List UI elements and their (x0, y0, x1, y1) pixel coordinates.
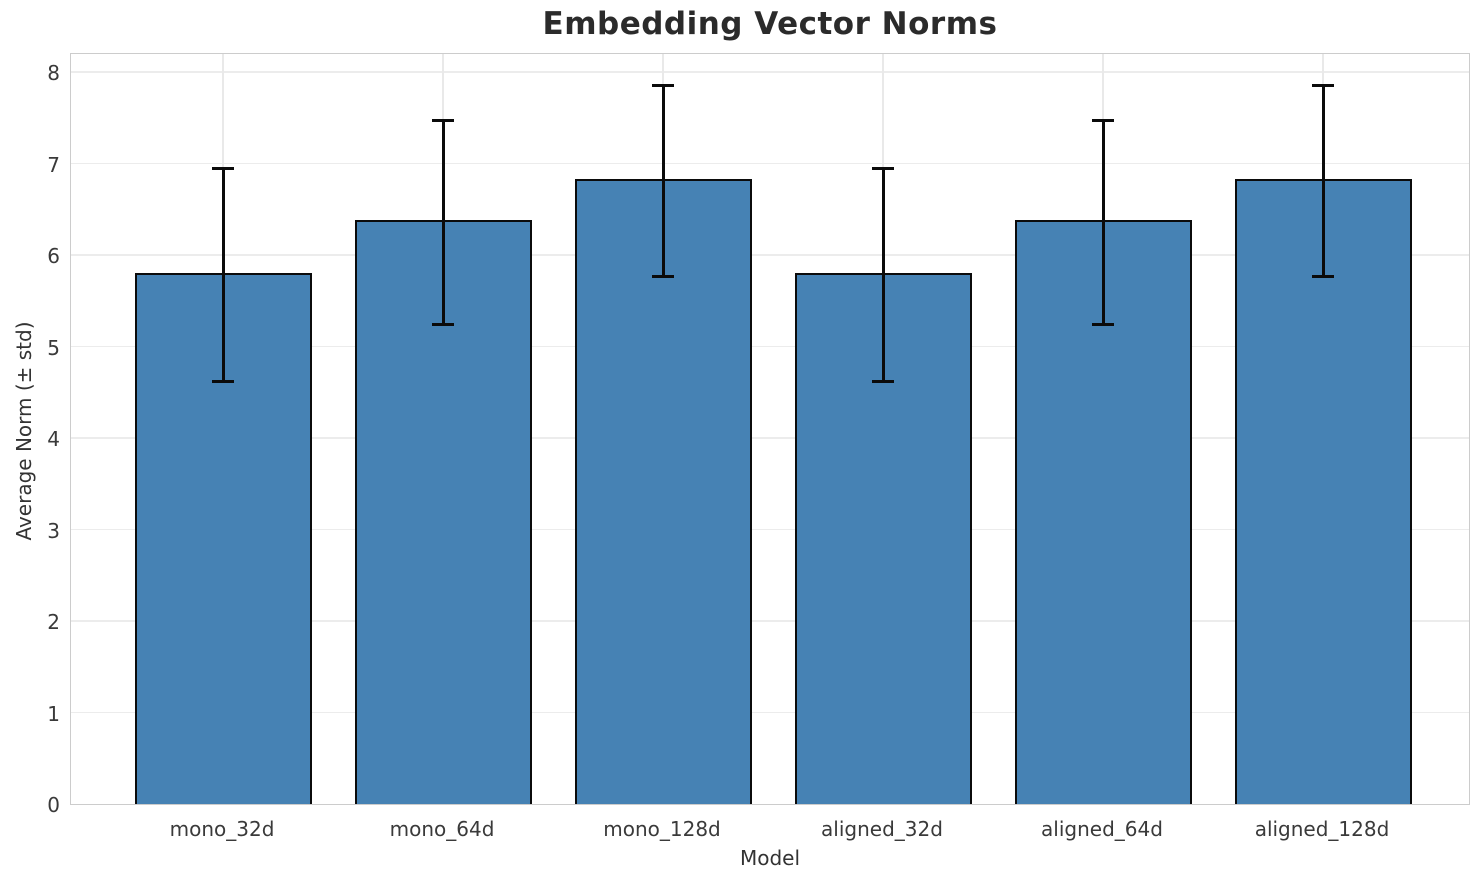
error-bar-line (1101, 118, 1105, 326)
error-bar-cap-bottom (432, 322, 454, 326)
x-tick-label-mono_128d: mono_128d (603, 817, 721, 841)
x-tick-label-aligned_32d: aligned_32d (821, 817, 943, 841)
error-bar-cap-bottom (1092, 322, 1114, 326)
x-tick-label-aligned_128d: aligned_128d (1254, 817, 1390, 841)
error-bar-cap-bottom (1312, 275, 1334, 279)
error-bar-cap-top (212, 167, 234, 171)
error-bar-cap-top (652, 84, 674, 88)
y-gridline (71, 71, 1469, 73)
y-gridline (71, 437, 1469, 439)
x-tick-label-mono_64d: mono_64d (389, 817, 495, 841)
y-tick-label: 4 (47, 427, 60, 452)
x-axis-label: Model (739, 846, 801, 870)
error-bar-line (221, 167, 225, 384)
error-bar-cap-bottom (872, 380, 894, 384)
y-tick-label: 6 (47, 244, 60, 269)
y-gridline (71, 254, 1469, 256)
y-gridline (71, 711, 1469, 714)
error-bar-cap-top (1312, 84, 1334, 88)
y-gridline (71, 345, 1469, 348)
bar-mono_128d (574, 179, 752, 804)
error-bar-cap-top (1092, 118, 1114, 122)
y-gridline (71, 620, 1469, 622)
error-bar-line (881, 167, 885, 384)
error-bar-cap-top (872, 167, 894, 171)
chart-title: Embedding Vector Norms (542, 6, 998, 42)
bar-aligned_128d (1234, 179, 1412, 804)
error-bar-cap-top (432, 118, 454, 122)
y-tick-label: 8 (47, 61, 60, 86)
y-tick-label: 3 (47, 518, 60, 543)
x-tick-label-mono_32d: mono_32d (169, 817, 275, 841)
y-gridline (71, 162, 1469, 165)
error-bar-cap-bottom (212, 380, 234, 384)
y-tick-label: 1 (47, 701, 60, 726)
y-tick-label: 2 (47, 610, 60, 635)
error-bar-line (441, 118, 445, 326)
error-bar-line (661, 84, 665, 279)
plot-area (70, 53, 1470, 805)
y-tick-label: 0 (47, 793, 60, 817)
x-tick-label-aligned_64d: aligned_64d (1041, 817, 1163, 841)
y-tick-label: 5 (47, 335, 60, 360)
error-bar-line (1321, 84, 1325, 279)
y-gridline (71, 528, 1469, 531)
y-tick-label: 7 (47, 152, 60, 177)
error-bar-cap-bottom (652, 275, 674, 279)
